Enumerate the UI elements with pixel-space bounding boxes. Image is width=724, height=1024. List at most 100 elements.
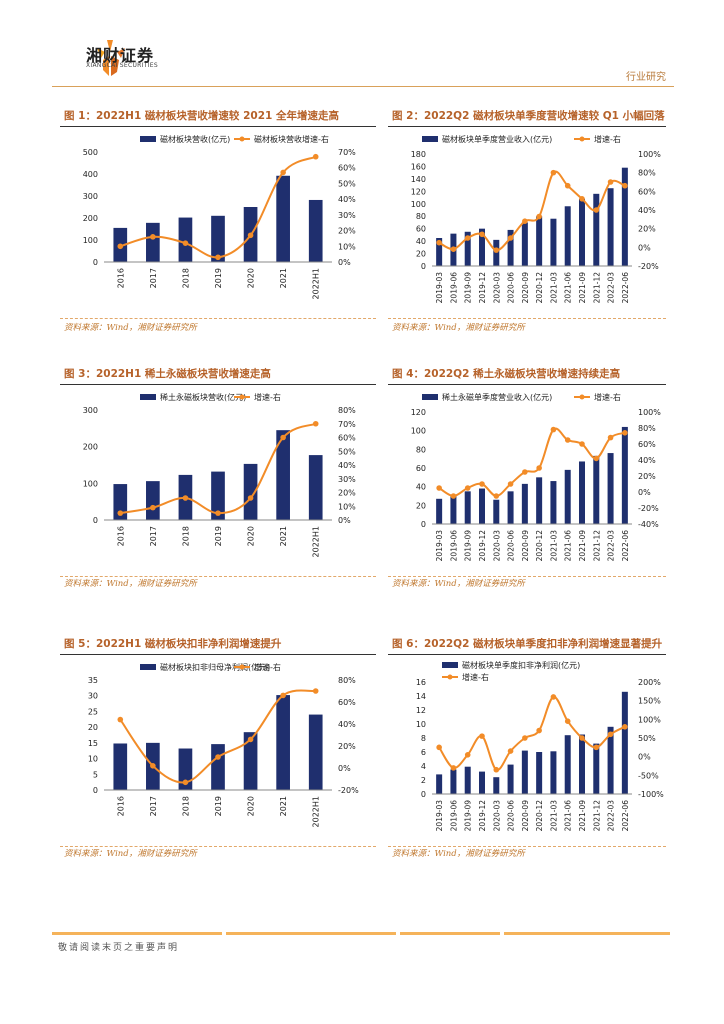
right-axis-tick: 10%: [338, 242, 356, 251]
chart-4: 稀土永磁单季度营业收入(亿元) 增速-右 0 20 40 60 80 100 120 -40% -2…: [411, 392, 662, 562]
bar: [521, 750, 528, 794]
growth-point: [247, 495, 254, 501]
x-axis-label: 2021-09: [578, 272, 587, 304]
bar: [507, 491, 514, 524]
right-axis-tick: 0%: [338, 516, 351, 525]
right-axis-tick: -50%: [638, 771, 659, 780]
bar: [243, 463, 258, 520]
x-axis-label: 2020-06: [507, 530, 516, 562]
left-axis-tick: 120: [411, 408, 426, 417]
chart-1: 磁材板块营收(亿元) 磁材板块营收增速-右 0 100 200 300 400 500 0% 10…: [83, 134, 356, 299]
footer-bar-2: [226, 932, 396, 935]
growth-point: [550, 169, 557, 176]
bar: [521, 222, 528, 266]
company-logo-mark: [97, 40, 125, 76]
chart-legend: 稀土永磁板块营收(亿元) 增速-右: [140, 392, 281, 402]
left-axis-tick: 20: [416, 250, 426, 259]
growth-point: [607, 179, 614, 185]
right-axis-tick: 50%: [338, 179, 356, 188]
bar: [243, 732, 258, 790]
growth-point: [280, 169, 286, 176]
x-axis-label: 2020-09: [521, 272, 530, 304]
bar: [593, 743, 600, 794]
x-axis-label: 2019-12: [478, 530, 487, 562]
growth-point: [564, 182, 571, 189]
legend-bar-swatch: [140, 664, 156, 670]
growth-point: [522, 469, 528, 475]
right-axis-tick: 80%: [638, 424, 656, 433]
x-axis-label: 2021: [279, 268, 288, 288]
growth-point: [507, 748, 514, 754]
right-axis-tick: 20%: [338, 227, 356, 236]
figure-4-rule: [388, 384, 666, 385]
left-axis-tick: 100: [83, 236, 98, 245]
bar: [621, 426, 628, 524]
right-axis-tick: 0%: [338, 258, 351, 267]
figure-1-source: 资料来源：Wind，湘财证券研究所: [64, 323, 197, 333]
right-axis-tick: 50%: [638, 734, 656, 743]
x-axis-label: 2021-06: [564, 530, 573, 562]
right-axis-tick: 0%: [638, 243, 651, 252]
x-axis-label: 2019-12: [478, 272, 487, 304]
bar: [579, 198, 585, 266]
left-axis-tick: 0: [93, 258, 98, 267]
x-axis-label: 2019-09: [464, 800, 473, 832]
x-axis-label: 2020-03: [492, 530, 501, 562]
bar: [607, 726, 614, 794]
x-axis-label: 2020: [247, 268, 256, 288]
x-axis-label: 2022H1: [312, 268, 321, 299]
growth-point: [493, 247, 500, 253]
right-axis-tick: -40%: [638, 520, 659, 529]
bar: [308, 199, 323, 262]
x-axis-label: 2019-06: [449, 530, 458, 562]
growth-point: [312, 688, 319, 694]
left-axis-tick: 35: [88, 676, 98, 685]
left-axis-tick: 20: [416, 501, 426, 510]
growth-point: [312, 153, 319, 160]
x-axis-label: 2019: [214, 268, 223, 288]
right-axis-tick: 50%: [338, 447, 356, 456]
x-axis-label: 2022-03: [607, 530, 616, 562]
left-axis-tick: 0: [93, 516, 98, 525]
x-axis-label: 2019-06: [449, 800, 458, 832]
x-axis-label: 2018: [181, 268, 190, 288]
x-axis-label: 2021-12: [592, 800, 601, 832]
left-axis-tick: 500: [83, 148, 98, 157]
left-axis-tick: 25: [88, 707, 98, 716]
figure-5-source-rule: [60, 846, 376, 847]
bar: [436, 498, 443, 524]
x-axis-label: 2021-03: [549, 800, 558, 832]
right-axis-tick: 60%: [338, 164, 356, 173]
legend-bar-label: 稀土永磁板块营收(亿元): [160, 392, 246, 402]
growth-point: [450, 765, 457, 771]
right-axis-tick: 30%: [338, 211, 356, 220]
legend-bar-swatch: [442, 662, 458, 668]
bar: [178, 217, 193, 262]
figure-1-source-rule: [60, 318, 376, 319]
x-axis-label: 2020-09: [521, 530, 530, 562]
bar: [621, 167, 628, 266]
right-axis-tick: 40%: [338, 195, 356, 204]
company-name: 湘财证券: [86, 46, 155, 65]
figure-5-source: 资料来源：Wind，湘财证券研究所: [64, 849, 197, 859]
bar: [507, 764, 514, 794]
right-axis-tick: -20%: [338, 786, 359, 795]
right-axis-tick: 60%: [338, 698, 356, 707]
figure-6-title: 图 6：2022Q2 磁材板块单季度扣非净利润增速显著提升: [392, 638, 663, 650]
growth-point: [579, 735, 585, 741]
chart-2: 磁材板块单季度营业收入(亿元) 增速-右 0 20 40 60 80 100 120 140 160…: [411, 134, 662, 304]
left-axis-tick: 14: [416, 692, 426, 701]
footer-bar-4: [504, 932, 670, 935]
left-axis-tick: 30: [88, 692, 98, 701]
growth-point: [150, 234, 156, 240]
figure-3-source: 资料来源：Wind，湘财证券研究所: [64, 579, 197, 589]
legend-line-marker: [579, 394, 585, 400]
x-axis-label: 2019-06: [449, 272, 458, 304]
growth-point: [182, 495, 189, 501]
bar: [479, 771, 485, 794]
right-axis-tick: 100%: [638, 150, 661, 159]
right-axis-tick: 80%: [638, 169, 656, 178]
x-axis-label: 2021-06: [564, 272, 573, 304]
figure-4-title: 图 4：2022Q2 稀土永磁板块营收增速持续走高: [392, 368, 621, 380]
figure-6-source: 资料来源：Wind，湘财证券研究所: [392, 849, 525, 859]
